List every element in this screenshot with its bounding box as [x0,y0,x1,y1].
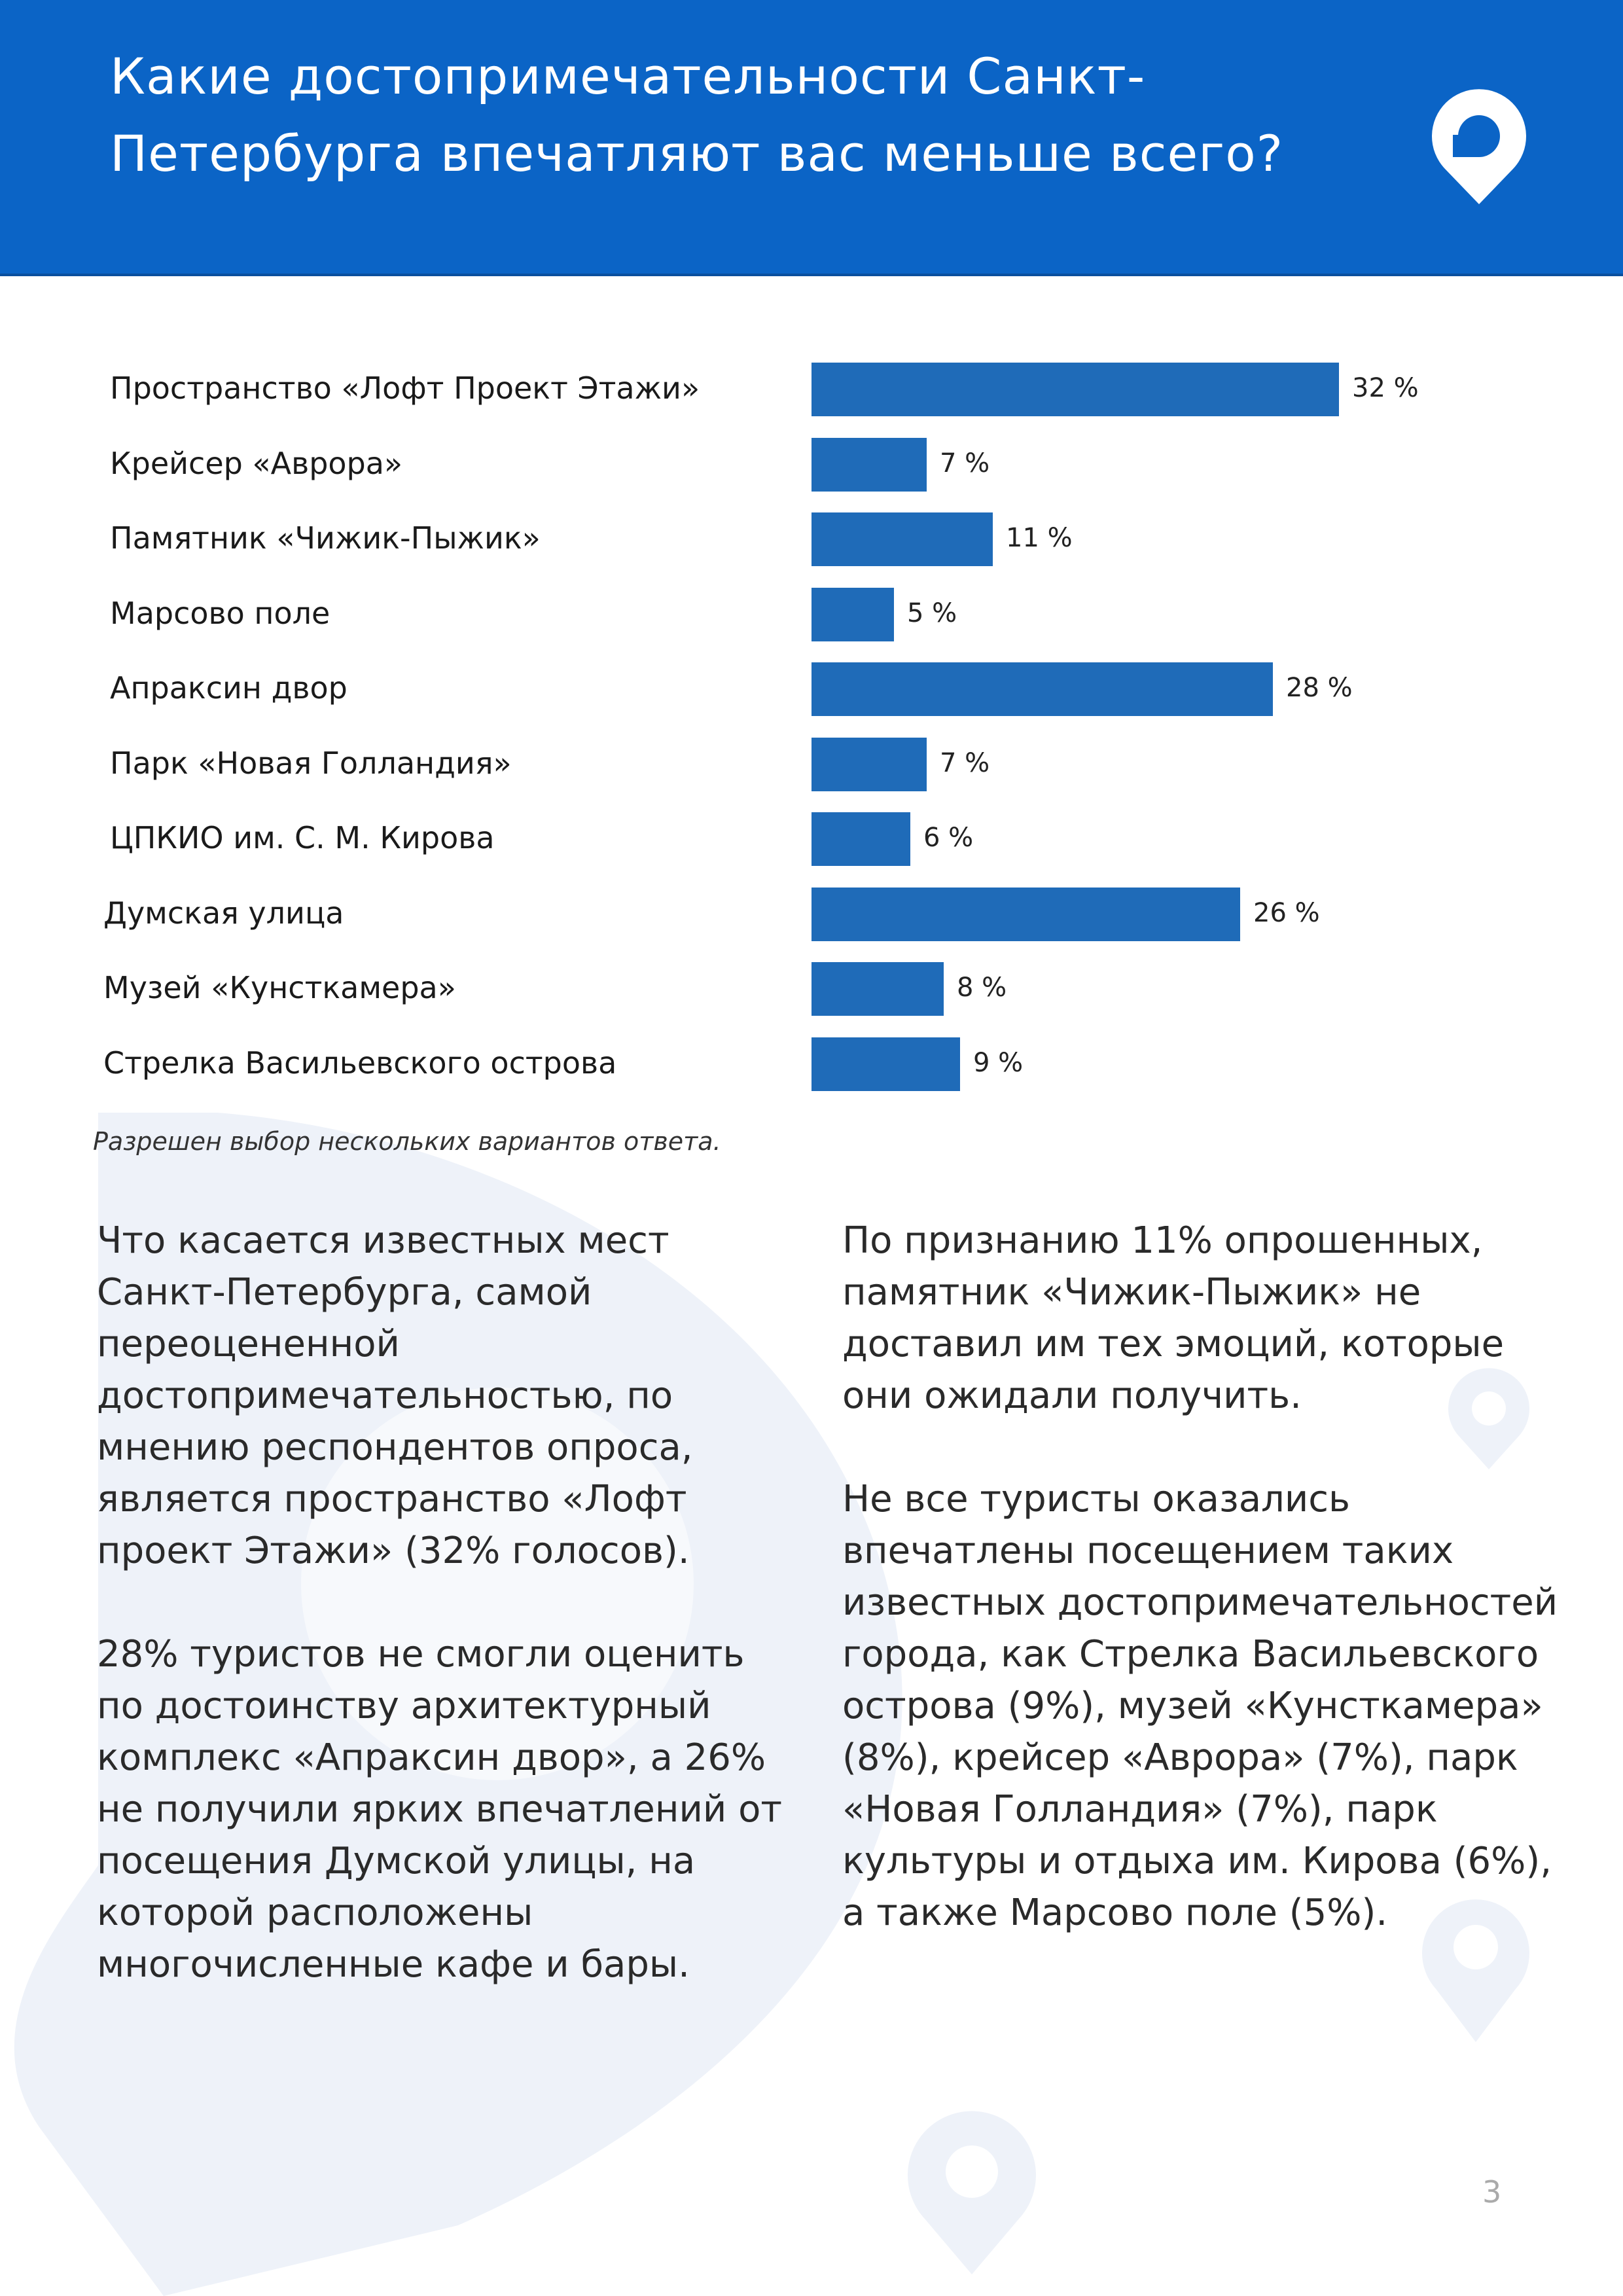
page-title: Какие достопримечательности Санкт- Петер… [110,38,1366,192]
bar [812,363,1339,416]
value-label: 5 % [907,598,957,628]
title-line-2: Петербурга впечатляют вас меньше всего? [110,124,1284,183]
right-paragraph-2: Не все туристы оказались впечатлены посе… [842,1478,1558,1934]
value-label: 28 % [1286,673,1353,703]
category-label: Парк «Новая Голландия» [110,745,512,781]
page-number: 3 [1482,2174,1502,2210]
category-label: Музей «Кунсткамера» [103,970,456,1005]
left-paragraph-1: Что касается известных мест Санкт-Петерб… [97,1219,693,1572]
watermark-pin-icon [1422,1899,1529,2042]
watermark-large-pin-icon [14,1113,902,2296]
value-label: 11 % [1006,523,1073,553]
bar [812,662,1273,716]
bar [812,812,910,866]
right-text-column: По признанию 11% опрошенных, памятник «Ч… [842,1215,1569,1990]
category-label: Памятник «Чижик-Пыжик» [110,520,541,556]
location-pin-logo-icon [1432,89,1526,204]
bar [812,737,927,791]
title-line-1: Какие достопримечательности Санкт- [110,47,1146,105]
value-label: 6 % [923,823,974,853]
watermark-pin-icon [1448,1368,1529,1469]
bar-chart: Пространство «Лофт Проект Этажи» 32 % Крей… [0,327,1623,1113]
category-label: Стрелка Васильевского острова [103,1045,617,1081]
right-paragraph-1: По признанию 11% опрошенных, памятник «Ч… [842,1219,1505,1417]
value-label: 7 % [940,448,990,478]
value-label: 32 % [1352,373,1419,403]
left-paragraph-2: 28% туристов не смогли оценить по достои… [97,1633,782,1986]
value-label: 8 % [957,973,1007,1003]
chart-footnote: Разрешен выбор нескольких вариантов отве… [93,1127,721,1156]
bar [812,962,944,1016]
bar [812,887,1240,941]
bar [812,437,927,492]
category-label: ЦПКИО им. С. М. Кирова [110,820,495,855]
left-text-column: Что касается известных мест Санкт-Петерб… [97,1215,791,2042]
watermark-pin-icon [908,2111,1036,2274]
category-label: Апраксин двор [110,670,348,706]
category-label: Марсово поле [110,595,330,631]
value-label: 26 % [1253,897,1320,928]
category-label: Думская улица [103,895,344,931]
bar [812,512,993,566]
value-label: 9 % [973,1047,1024,1078]
header-banner: Какие достопримечательности Санкт- Петер… [0,0,1623,276]
category-label: Крейсер «Аврора» [110,445,403,481]
category-label: Пространство «Лофт Проект Этажи» [110,370,700,406]
bar [812,587,894,641]
value-label: 7 % [940,747,990,778]
bar [812,1037,960,1091]
